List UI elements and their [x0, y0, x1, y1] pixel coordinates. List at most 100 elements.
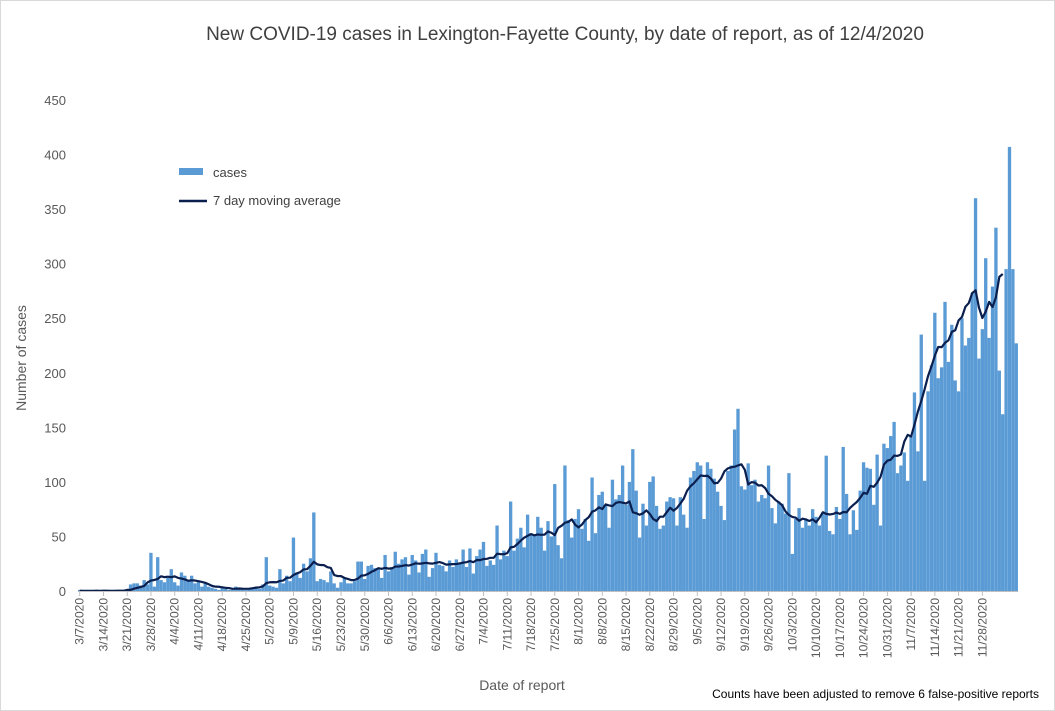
case-bar	[868, 468, 873, 591]
case-bar	[542, 550, 547, 591]
case-bar	[743, 489, 747, 591]
case-bar	[410, 554, 414, 591]
x-tick-label: 8/15/2020	[619, 598, 633, 652]
case-bar	[831, 534, 835, 591]
y-tick-label: 250	[44, 311, 66, 326]
legend-label-cases: cases	[213, 165, 247, 180]
x-tick-label: 6/6/2020	[382, 598, 396, 645]
x-tick-label: 7/4/2020	[477, 598, 491, 645]
case-bar	[790, 553, 794, 591]
footnote: Counts have been adjusted to remove 6 fa…	[712, 687, 1039, 701]
case-bar	[206, 586, 211, 591]
case-bar	[403, 557, 408, 591]
x-tick-label: 7/25/2020	[548, 598, 562, 652]
case-bar	[593, 533, 598, 591]
case-bar	[844, 493, 849, 591]
case-bar	[661, 525, 666, 591]
case-bar	[950, 324, 954, 591]
case-bar	[668, 497, 672, 591]
x-tick-label: 10/10/2020	[809, 598, 823, 658]
case-bar	[200, 586, 204, 591]
x-tick-label: 5/2/2020	[263, 598, 277, 645]
case-bar	[322, 580, 326, 591]
case-bar	[838, 518, 842, 591]
case-bar	[132, 583, 136, 591]
case-bar	[977, 358, 981, 591]
case-bar	[502, 550, 506, 591]
y-tick-label: 150	[44, 420, 66, 435]
case-bar	[631, 449, 635, 591]
case-bar	[240, 588, 245, 591]
case-bar	[753, 479, 757, 591]
case-bar	[875, 454, 879, 591]
case-bar	[692, 470, 696, 591]
case-bar	[804, 518, 808, 591]
case-bar	[318, 579, 323, 591]
case-bar	[376, 569, 380, 591]
chart-title: New COVID-19 cases in Lexington-Fayette …	[206, 24, 924, 45]
x-tick-label: 6/27/2020	[453, 598, 467, 652]
case-bar	[919, 334, 923, 591]
case-bar	[648, 481, 652, 591]
case-bar	[699, 465, 703, 591]
case-bar	[179, 572, 184, 591]
x-axis-ticks: 3/7/2020 3/14/2020 3/21/2020 3/28/2020 4/4/2…	[73, 591, 989, 658]
case-bar	[139, 585, 143, 591]
case-bar	[922, 480, 927, 591]
x-tick-label: 9/26/2020	[762, 598, 776, 652]
case-bar	[671, 498, 676, 591]
case-bar	[213, 588, 218, 591]
case-bar	[970, 293, 974, 591]
x-tick-label: 10/31/2020	[880, 598, 894, 658]
case-bar	[393, 551, 397, 591]
y-tick-label: 300	[44, 257, 66, 272]
case-bar	[739, 486, 744, 591]
case-bar	[471, 573, 475, 591]
x-tick-label: 5/23/2020	[334, 598, 348, 652]
case-bar	[312, 512, 316, 591]
case-bar	[400, 559, 404, 591]
case-bar	[984, 258, 988, 591]
case-bar	[620, 465, 625, 591]
case-bar	[532, 535, 537, 591]
case-bar	[807, 525, 811, 591]
case-bar	[363, 579, 367, 591]
case-bar	[223, 588, 228, 591]
case-bar	[189, 575, 194, 591]
case-bar	[156, 557, 160, 591]
case-bar	[756, 501, 761, 591]
case-bar	[78, 589, 82, 591]
case-bar	[794, 518, 798, 591]
case-bar	[987, 337, 991, 591]
case-bar	[960, 318, 964, 591]
case-bar	[305, 571, 309, 591]
x-tick-label: 11/14/2020	[928, 598, 942, 657]
case-bar	[366, 565, 370, 591]
case-bar	[902, 452, 906, 591]
x-tick-label: 8/1/2020	[572, 598, 586, 645]
x-tick-label: 9/12/2020	[714, 598, 728, 652]
x-tick-label: 10/17/2020	[833, 598, 847, 658]
x-tick-label: 5/30/2020	[358, 598, 372, 652]
case-bar	[997, 370, 1001, 591]
case-bar	[210, 587, 214, 591]
x-tick-label: 7/11/2020	[500, 598, 514, 651]
case-bar	[380, 577, 384, 591]
case-bar	[352, 581, 357, 591]
x-tick-label: 8/29/2020	[667, 598, 681, 652]
case-bar	[254, 586, 258, 591]
y-tick-label: 0	[59, 584, 66, 599]
case-bar	[325, 582, 330, 591]
case-bar	[559, 558, 564, 591]
case-bar	[811, 509, 815, 591]
case-bar	[909, 436, 913, 591]
case-bar	[729, 465, 733, 591]
case-bar	[614, 499, 618, 591]
case-bar	[848, 534, 852, 591]
case-bar	[590, 477, 594, 591]
case-bar	[658, 528, 662, 591]
case-bar	[688, 477, 693, 591]
y-tick-label: 50	[52, 529, 66, 544]
case-bar	[855, 529, 859, 591]
case-bar	[570, 537, 574, 591]
